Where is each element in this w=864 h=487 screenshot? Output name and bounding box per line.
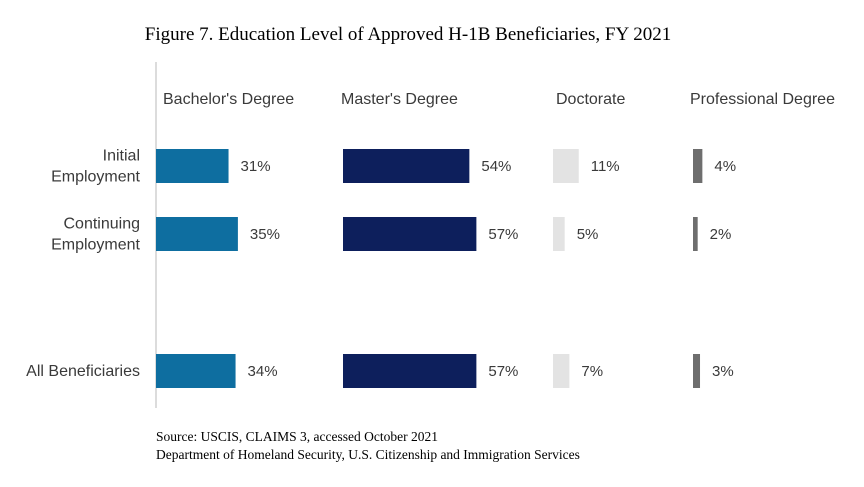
category-label-line: Employment [51,169,140,186]
source-line-2: Department of Homeland Security, U.S. Ci… [156,447,580,462]
data-label-professional-degree-1: 4% [714,158,736,175]
chart-title: Figure 7. Education Level of Approved H-… [145,24,671,45]
category-label-line: Employment [51,237,140,254]
bar-professional-degree-1 [693,149,703,183]
bar-bachelor-s-degree-1 [156,149,229,183]
category-label-line: Continuing [64,216,141,233]
category-label-continuing-employment: Continuing Employment [51,216,140,254]
data-label-master-s-degree-3: 57% [488,363,518,380]
bars: 31% 35% 34% 54% 57% 57% 11% 5% 7% 4% 2% 3% [156,149,736,388]
data-label-professional-degree-2: 2% [710,226,732,243]
data-label-bachelor-s-degree-1: 31% [241,158,271,175]
bar-bachelor-s-degree-2 [156,217,238,251]
data-label-master-s-degree-2: 57% [488,226,518,243]
bar-doctorate-3 [553,354,570,388]
category-label-initial-employment: Initial Employment [51,148,140,186]
bar-bachelor-s-degree-3 [156,354,236,388]
bar-professional-degree-3 [693,354,701,388]
bar-master-s-degree-1 [343,149,470,183]
data-label-doctorate-3: 7% [581,363,603,380]
bar-master-s-degree-2 [343,217,477,251]
source-line-1: Source: USCIS, CLAIMS 3, accessed Octobe… [156,429,438,444]
series-headers: Bachelor's Degree Master's Degree Doctorat… [163,91,835,108]
series-header-bachelor-s-degree: Bachelor's Degree [163,91,294,108]
category-labels: Initial Employment Continuing Employment All… [26,148,140,381]
category-label-line: Initial [103,148,140,165]
data-label-master-s-degree-1: 54% [481,158,511,175]
bar-doctorate-1 [553,149,579,183]
bar-master-s-degree-3 [343,354,477,388]
data-label-professional-degree-3: 3% [712,363,734,380]
series-header-professional-degree: Professional Degree [690,91,835,108]
bar-doctorate-2 [553,217,565,251]
data-label-doctorate-2: 5% [577,226,599,243]
data-label-doctorate-1: 11% [591,158,620,175]
data-label-bachelor-s-degree-2: 35% [250,226,280,243]
data-label-bachelor-s-degree-3: 34% [248,363,278,380]
category-label-all-beneficiaries: All Beneficiaries [26,363,140,380]
series-header-master-s-degree: Master's Degree [341,91,458,108]
category-label-line: All Beneficiaries [26,363,140,380]
series-header-doctorate: Doctorate [556,91,625,108]
bar-professional-degree-2 [693,217,698,251]
